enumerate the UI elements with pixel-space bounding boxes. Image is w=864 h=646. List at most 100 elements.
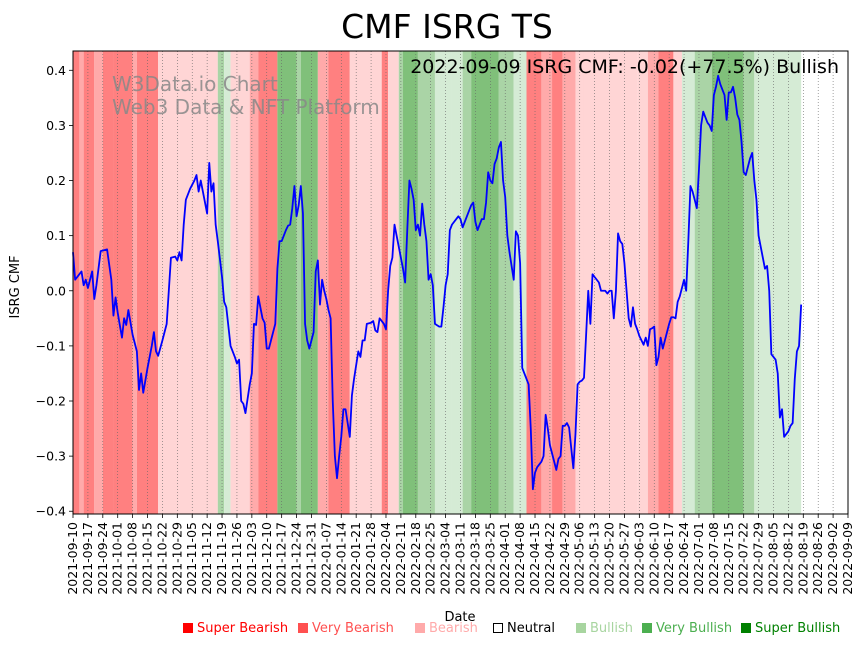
x-axis-label: Date <box>444 610 475 625</box>
x-tick-label: 2022-05-20 <box>602 522 617 595</box>
x-tick-label: 2022-04-29 <box>557 522 572 595</box>
x-axis: 2021-09-10 2021-09-17 2021-09-24 2021-10-01… <box>65 514 855 595</box>
status-annotation: 2022-09-09 ISRG CMF: -0.02(+77.5%) Bulli… <box>410 56 839 78</box>
x-tick-label: 2022-05-27 <box>616 522 631 595</box>
sentiment-band-bearish <box>647 51 659 514</box>
y-tick-label: 0.4 <box>46 63 66 78</box>
sentiment-band-bullish <box>694 51 712 514</box>
x-tick-label: 2022-05-06 <box>572 522 587 595</box>
x-tick-label: 2021-12-24 <box>289 522 304 595</box>
sentiment-band-bearish <box>132 51 137 514</box>
y-axis: −0.4 −0.3 −0.2 −0.1 0.0 0.1 0.2 0.3 0.4 <box>36 63 73 519</box>
legend-swatch-very-bearish <box>298 623 308 633</box>
sentiment-band-light-bullish <box>681 51 695 514</box>
legend-very-bearish: Very Bearish <box>298 621 394 636</box>
legend-swatch-bullish <box>576 623 586 633</box>
sentiment-band-very-bearish <box>526 51 542 514</box>
x-tick-label: 2022-08-26 <box>810 522 825 595</box>
x-tick-label: 2022-04-15 <box>527 522 542 595</box>
x-tick-label: 2021-12-17 <box>274 522 289 595</box>
x-tick-label: 2022-03-18 <box>467 522 482 595</box>
x-tick-label: 2021-12-10 <box>259 522 274 595</box>
x-tick-label: 2022-04-22 <box>542 522 557 595</box>
x-tick-label: 2022-07-15 <box>721 522 736 595</box>
sentiment-band-very-bearish <box>658 51 674 514</box>
x-tick-label: 2021-12-31 <box>303 522 318 595</box>
x-tick-label: 2022-06-10 <box>646 522 661 595</box>
sentiment-band-very-bearish <box>328 51 350 514</box>
sentiment-band-bearish <box>562 51 576 514</box>
y-tick-label: 0.2 <box>46 173 66 188</box>
sentiment-band-light-bearish <box>388 51 399 514</box>
sentiment-band-very-bearish <box>73 51 80 514</box>
x-tick-label: 2022-07-01 <box>691 522 706 595</box>
legend-very-bullish: Very Bullish <box>642 621 732 636</box>
y-tick-label: −0.3 <box>36 449 66 464</box>
sentiment-band-light-bullish <box>451 51 463 514</box>
x-tick-label: 2021-10-22 <box>154 522 169 595</box>
legend-swatch-super-bearish <box>183 623 193 633</box>
sentiment-band-very-bearish <box>381 51 389 514</box>
sentiment-band-light-bearish <box>637 51 648 514</box>
legend-label: Bearish <box>429 621 478 636</box>
x-tick-label: 2022-02-18 <box>408 522 423 595</box>
sentiment-band-light-bullish <box>224 51 231 514</box>
sentiment-band-bullish <box>217 51 225 514</box>
x-tick-label: 2022-07-29 <box>751 522 766 595</box>
y-tick-label: −0.4 <box>36 504 66 519</box>
sentiment-band-very-bearish <box>552 51 563 514</box>
x-tick-label: 2022-01-07 <box>318 522 333 595</box>
x-tick-label: 2022-07-08 <box>706 522 721 595</box>
x-tick-label: 2021-11-19 <box>214 522 229 595</box>
legend-label: Bullish <box>590 621 634 636</box>
x-tick-label: 2021-10-15 <box>140 522 155 595</box>
y-tick-label: −0.1 <box>36 338 66 353</box>
legend-neutral: Neutral <box>493 621 555 636</box>
x-tick-label: 2022-09-09 <box>840 522 855 595</box>
x-tick-label: 2022-01-21 <box>348 522 363 595</box>
x-tick-label: 2022-09-02 <box>825 522 840 595</box>
y-tick-label: 0.1 <box>46 228 66 243</box>
x-tick-label: 2022-03-04 <box>438 522 453 595</box>
x-tick-label: 2021-09-10 <box>65 522 80 595</box>
legend-bearish: Bearish <box>415 621 478 636</box>
sentiment-band-bullish <box>498 51 514 514</box>
sentiment-band-light-bearish <box>179 51 218 514</box>
x-tick-label: 2022-06-03 <box>631 522 646 595</box>
watermark-line-1: W3Data.io Chart <box>112 72 278 96</box>
x-tick-label: 2022-02-25 <box>423 522 438 595</box>
sentiment-band-bearish <box>541 51 553 514</box>
x-tick-label: 2022-03-25 <box>482 522 497 595</box>
legend-label: Neutral <box>507 621 555 636</box>
y-tick-label: −0.2 <box>36 394 66 409</box>
x-tick-label: 2022-06-17 <box>661 522 676 595</box>
x-tick-label: 2021-11-12 <box>199 522 214 595</box>
legend-label: Very Bullish <box>656 621 733 636</box>
sentiment-band-very-bearish <box>113 51 133 514</box>
x-gridlines <box>72 51 849 514</box>
sentiment-band-bearish <box>94 51 103 514</box>
x-tick-label: 2021-10-08 <box>125 522 140 595</box>
x-tick-label: 2022-07-22 <box>736 522 751 595</box>
x-tick-label: 2021-12-03 <box>244 522 259 595</box>
sentiment-band-bearish <box>249 51 259 514</box>
legend-swatch-neutral <box>493 623 503 633</box>
x-tick-label: 2021-09-24 <box>95 522 110 595</box>
sentiment-band-light-bearish <box>673 51 682 514</box>
sentiment-bands <box>73 51 802 514</box>
sentiment-band-very-bullish <box>403 51 418 514</box>
sentiment-band-very-bullish <box>277 51 297 514</box>
sentiment-band-very-bearish <box>258 51 278 514</box>
legend-label: Super Bullish <box>755 621 841 636</box>
y-axis-label: ISRG CMF <box>8 255 23 318</box>
x-tick-label: 2022-01-14 <box>333 522 348 595</box>
x-tick-label: 2022-03-11 <box>453 522 468 595</box>
legend-bullish: Bullish <box>576 621 633 636</box>
sentiment-band-very-bullish <box>300 51 318 514</box>
chart-title: CMF ISRG TS <box>341 7 553 46</box>
watermark-line-2: Web3 Data & NFT Platform <box>112 95 380 119</box>
sentiment-band-light-bearish <box>349 51 382 514</box>
x-tick-label: 2021-10-29 <box>169 522 184 595</box>
x-tick-label: 2022-06-24 <box>676 522 691 595</box>
